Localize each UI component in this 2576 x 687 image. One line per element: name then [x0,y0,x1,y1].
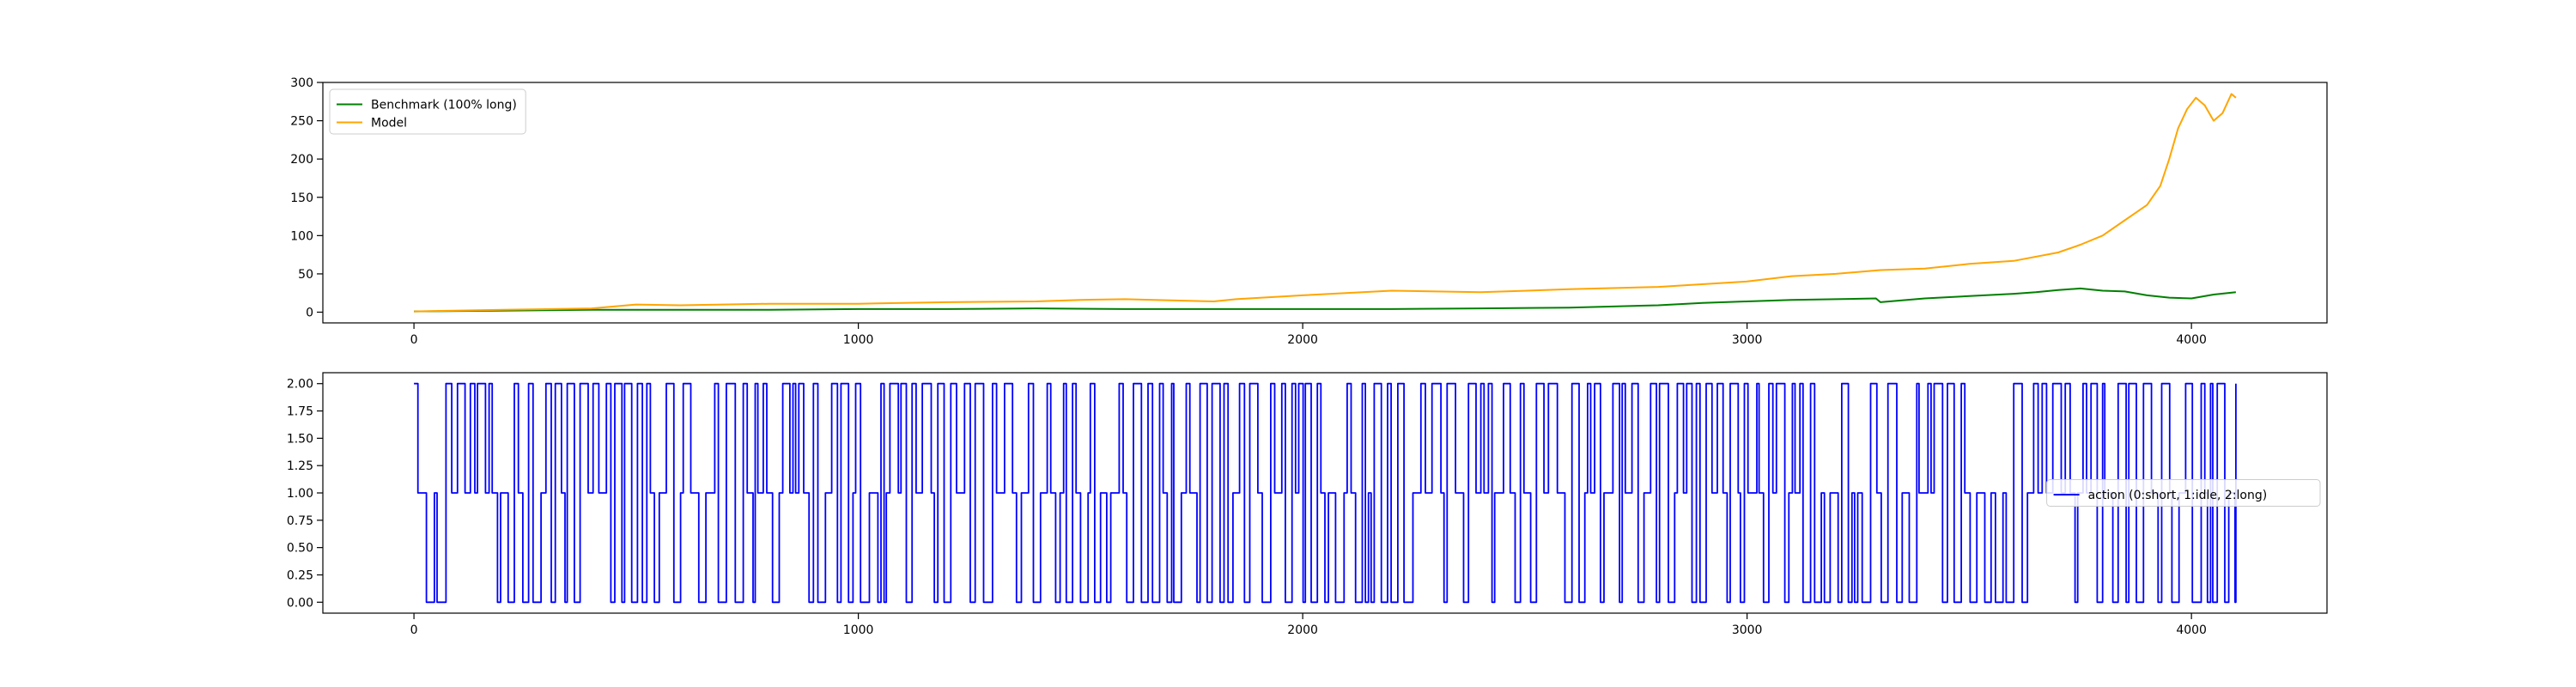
y-tick-label: 250 [290,115,313,129]
y-tick-label: 0.25 [287,568,313,582]
x-tick-label: 2000 [1287,623,1318,637]
x-tick-label: 3000 [1732,333,1763,347]
y-tick-label: 50 [298,268,313,282]
y-tick-label: 1.75 [287,405,313,419]
y-tick-label: 0 [306,307,313,320]
x-tick-label: 0 [410,333,418,347]
x-tick-label: 0 [410,623,418,637]
y-tick-label: 1.50 [287,432,313,446]
y-tick-label: 100 [290,229,313,243]
series-line-model [414,93,2237,313]
legend-label: Model [371,117,407,131]
y-tick-label: 300 [290,76,313,90]
legend-box [329,88,526,135]
x-tick-label: 2000 [1287,333,1318,347]
y-tick-label: 1.25 [287,459,313,473]
legend-label: Benchmark (100% long) [371,99,517,112]
legend: action (0:short, 1:idle, 2:long) [2046,479,2321,507]
x-tick-label: 4000 [2176,333,2207,347]
axes-frame [322,82,2328,324]
y-tick-label: 2.00 [287,378,313,392]
series-line-action [414,382,2237,604]
legend: Benchmark (100% long) Model [329,88,526,135]
legend-label: action (0:short, 1:idle, 2:long) [2088,489,2268,502]
series-group [414,93,2237,313]
y-tick-label: 1.00 [287,487,313,501]
y-tick-label: 150 [290,192,313,205]
x-tick-label: 1000 [843,333,874,347]
x-tick-label: 3000 [1732,623,1763,637]
x-tick-label: 4000 [2176,623,2207,637]
legend-box [2046,479,2321,507]
y-tick-label: 200 [290,153,313,167]
y-tick-label: 0.00 [287,596,313,610]
y-tick-label: 0.50 [287,542,313,556]
x-tick-label: 1000 [843,623,874,637]
series-line-benchmark [414,287,2237,313]
action-chart: 0 1000 2000 3000 4000 0.00 0.25 0.50 0.75 1.00 1.2… [287,372,2328,637]
series-group [414,382,2237,604]
portfolio-value-chart: 0 1000 2000 3000 4000 0 50 100 150 200 250 300 Bench… [290,76,2328,347]
y-tick-label: 0.75 [287,514,313,528]
